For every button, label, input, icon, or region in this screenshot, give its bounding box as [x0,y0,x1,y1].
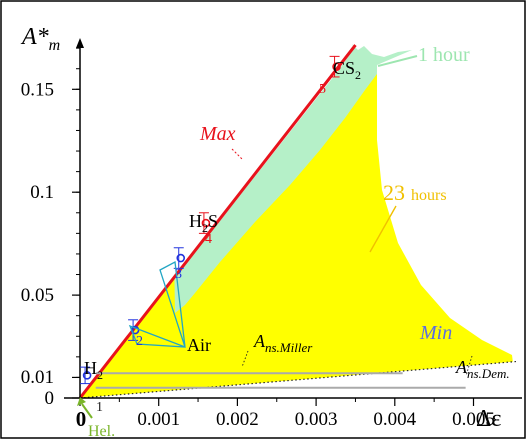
label-cs2: CS2 [333,58,361,82]
x-tick-label: 0.002 [216,409,259,430]
point-number-label: 4 [205,232,212,247]
helium-marker [77,397,86,406]
x-tick-label: 0.001 [137,409,180,430]
region-1-hour [174,44,412,313]
label-h2s: H2S [189,211,218,235]
point-number-label: 2 [136,334,143,349]
label-ans-dem: Ans.Dem. [455,357,510,381]
max-label-pointer [231,148,244,161]
label-air: Air [187,335,211,355]
data-point [201,218,211,228]
y-tick-label: 0.05 [21,285,54,306]
max-line [78,44,357,399]
label-23-hours: 23 hours [383,180,447,205]
label-min: Min [419,322,452,344]
data-point [176,253,186,263]
chart-labels: 1 2 3 4 5 H2 H2S CS2 Air Max Min Ans.Miller Ans.Dem.… [84,44,510,439]
reference-lines [78,44,518,419]
x-tick-label: 0.004 [373,409,416,430]
data-marks [77,55,341,406]
y-tick-label: 0.01 [21,367,54,388]
data-point [82,371,92,380]
data-point [332,62,341,71]
ans-miller-pointer [241,350,249,368]
label-max: Max [199,123,236,145]
x-tick-label: 0.005 [452,409,495,430]
y-axis-arrow [76,38,84,48]
air-connector [128,260,186,348]
point-number-label: 3 [175,267,182,282]
helium-pointer [81,403,93,419]
y-axis-title: A*m [20,24,60,54]
min-line [79,360,518,399]
label-helium: Hel. [88,423,115,439]
x-axis-title: Δε [476,406,502,432]
x-tick-label: 0.003 [295,409,338,430]
point-number-label: 5 [319,82,326,97]
axes: 00.010.050.10.150.001 0.002 0.003 0.004 0.00… [20,24,522,432]
regions [80,44,513,398]
region-23-hours [80,60,513,398]
label-h2: H2 [84,358,103,382]
y-tick-label: 0 [45,388,55,409]
y-tick-label: 0.15 [21,79,54,100]
label-1-hour: 1 hour [418,44,470,66]
one-hour-pointer [377,55,418,67]
twenty-three-hours-pointer [369,205,397,253]
point-number-label: 1 [96,400,103,415]
y-tick-label: 0.1 [30,182,54,203]
label-ans-miller: Ans.Miller [253,331,313,355]
origin-label: 0 [76,407,87,431]
